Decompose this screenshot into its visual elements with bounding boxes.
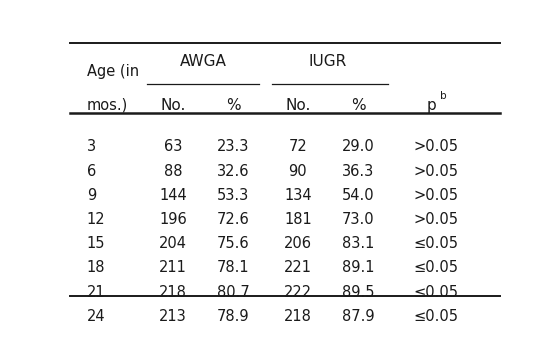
Text: >0.05: >0.05: [413, 188, 458, 203]
Text: 53.3: 53.3: [217, 188, 250, 203]
Text: 221: 221: [284, 261, 312, 275]
Text: 211: 211: [159, 261, 187, 275]
Text: 72: 72: [289, 140, 307, 154]
Text: ≤0.05: ≤0.05: [413, 285, 458, 300]
Text: No.: No.: [285, 98, 311, 113]
Text: 83.1: 83.1: [342, 236, 374, 251]
Text: 206: 206: [284, 236, 312, 251]
Text: 3: 3: [87, 140, 96, 154]
Text: 18: 18: [87, 261, 105, 275]
Text: 78.9: 78.9: [217, 309, 250, 324]
Text: 6: 6: [87, 164, 96, 179]
Text: 73.0: 73.0: [342, 212, 375, 227]
Text: 181: 181: [284, 212, 312, 227]
Text: 89.5: 89.5: [342, 285, 374, 300]
Text: 87.9: 87.9: [342, 309, 375, 324]
Text: 9: 9: [87, 188, 96, 203]
Text: 90: 90: [289, 164, 307, 179]
Text: %: %: [226, 98, 241, 113]
Text: 80.7: 80.7: [217, 285, 250, 300]
Text: 75.6: 75.6: [217, 236, 250, 251]
Text: IUGR: IUGR: [309, 54, 347, 69]
Text: 196: 196: [159, 212, 187, 227]
Text: 88: 88: [163, 164, 182, 179]
Text: 23.3: 23.3: [217, 140, 250, 154]
Text: 21: 21: [87, 285, 105, 300]
Text: %: %: [351, 98, 365, 113]
Text: 54.0: 54.0: [342, 188, 375, 203]
Text: 24: 24: [87, 309, 105, 324]
Text: 15: 15: [87, 236, 105, 251]
Text: Age (in: Age (in: [87, 64, 139, 79]
Text: >0.05: >0.05: [413, 164, 458, 179]
Text: 78.1: 78.1: [217, 261, 250, 275]
Text: No.: No.: [160, 98, 186, 113]
Text: 63: 63: [163, 140, 182, 154]
Text: ≤0.05: ≤0.05: [413, 261, 458, 275]
Text: 222: 222: [284, 285, 312, 300]
Text: 204: 204: [159, 236, 187, 251]
Text: 32.6: 32.6: [217, 164, 250, 179]
Text: 213: 213: [159, 309, 187, 324]
Text: ≤0.05: ≤0.05: [413, 309, 458, 324]
Text: p: p: [426, 98, 436, 113]
Text: 218: 218: [284, 309, 312, 324]
Text: ≤0.05: ≤0.05: [413, 236, 458, 251]
Text: 218: 218: [159, 285, 187, 300]
Text: 72.6: 72.6: [217, 212, 250, 227]
Text: mos.): mos.): [87, 98, 128, 113]
Text: 134: 134: [284, 188, 312, 203]
Text: 144: 144: [159, 188, 187, 203]
Text: >0.05: >0.05: [413, 212, 458, 227]
Text: 29.0: 29.0: [342, 140, 375, 154]
Text: 12: 12: [87, 212, 105, 227]
Text: b: b: [440, 91, 447, 101]
Text: AWGA: AWGA: [180, 54, 226, 69]
Text: 36.3: 36.3: [342, 164, 374, 179]
Text: >0.05: >0.05: [413, 140, 458, 154]
Text: 89.1: 89.1: [342, 261, 374, 275]
